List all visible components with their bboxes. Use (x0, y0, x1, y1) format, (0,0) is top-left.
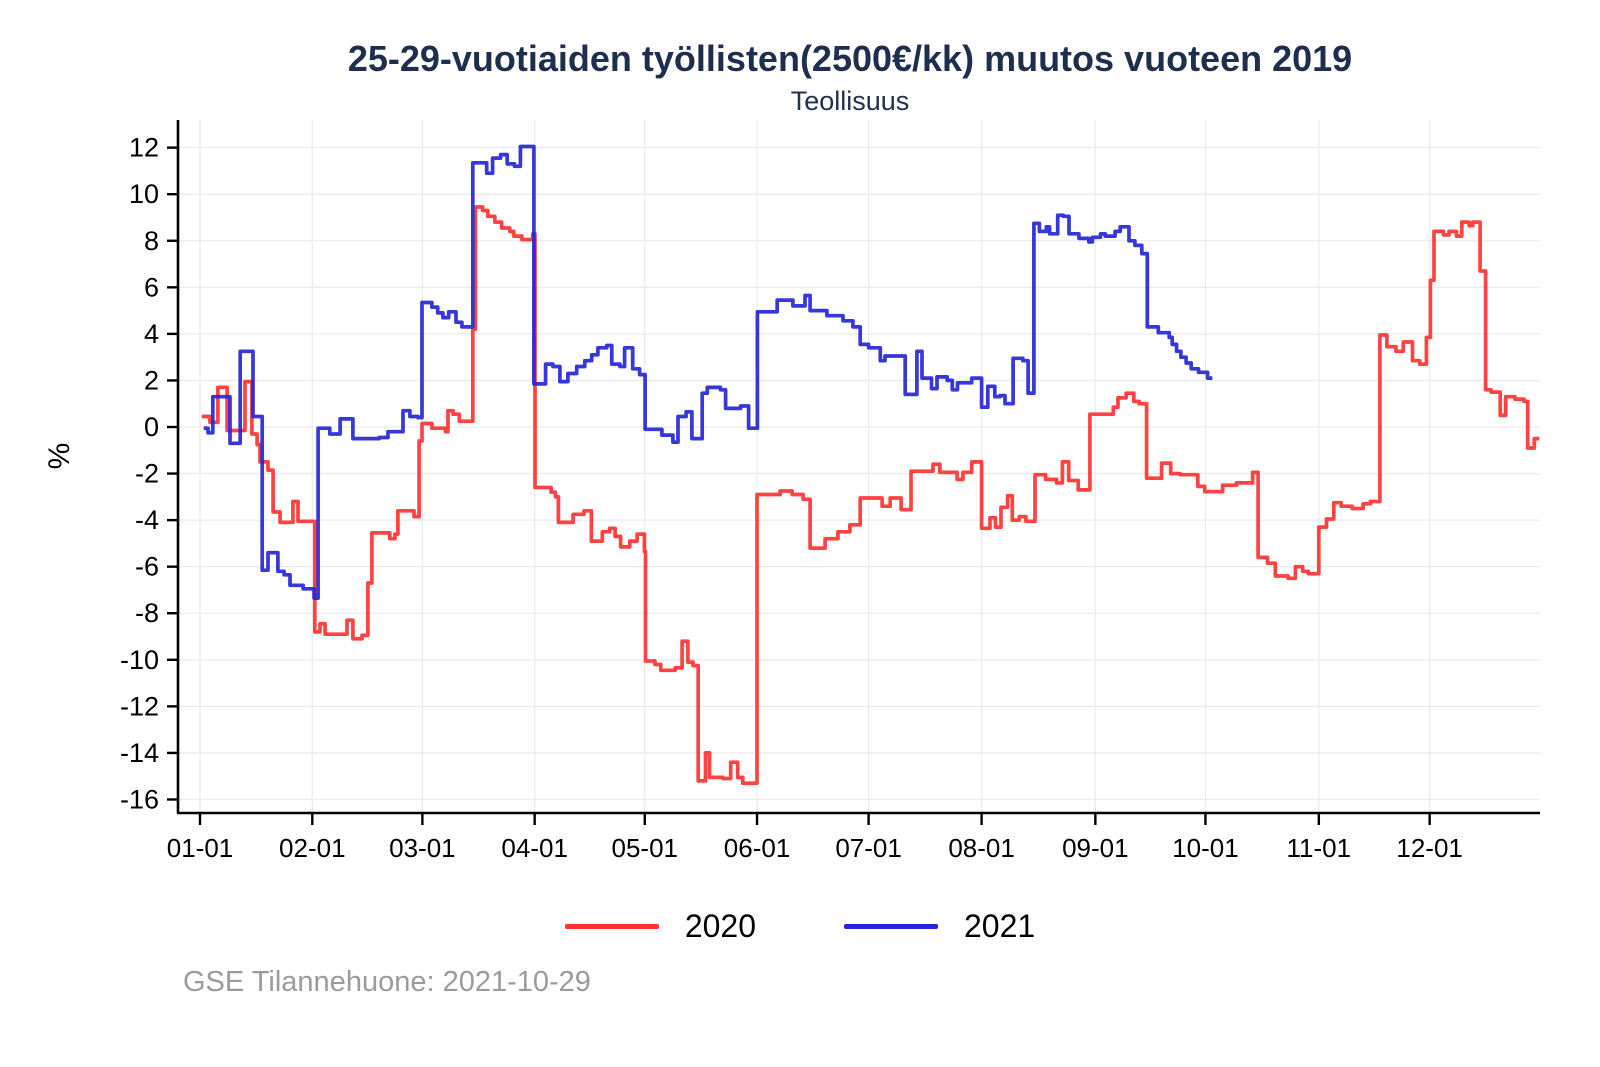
svg-text:-6: -6 (135, 552, 159, 582)
legend-label-2021: 2021 (964, 907, 1036, 944)
svg-text:-8: -8 (135, 598, 159, 628)
svg-text:10: 10 (129, 179, 159, 209)
svg-text:03-01: 03-01 (389, 833, 456, 863)
legend-line-2021-icon (844, 923, 938, 929)
svg-text:08-01: 08-01 (948, 833, 1015, 863)
legend-item-2020: 2020 (564, 907, 756, 945)
svg-text:2: 2 (144, 365, 159, 395)
legend-label-2020: 2020 (684, 907, 756, 944)
legend-item-2021: 2021 (844, 908, 1035, 945)
legend: 2020 2021 (0, 898, 1600, 954)
svg-text:09-01: 09-01 (1062, 833, 1129, 863)
series-2021-line (203, 144, 1213, 600)
series-2020-line (201, 205, 1540, 786)
svg-text:4: 4 (144, 319, 159, 349)
svg-text:07-01: 07-01 (835, 833, 902, 863)
axes (176, 120, 1540, 815)
svg-text:01-01: 01-01 (167, 833, 234, 863)
svg-text:06-01: 06-01 (724, 833, 791, 863)
svg-text:02-01: 02-01 (279, 833, 346, 863)
svg-text:-2: -2 (135, 459, 159, 489)
svg-text:-16: -16 (120, 784, 159, 814)
y-tick-labels: 12 10 8 6 4 2 0 -2 -4 -6 -8 -10 -12 -14 -16 (120, 133, 178, 814)
chart-subtitle: Teollisuus (790, 86, 910, 116)
svg-text:-4: -4 (135, 505, 159, 535)
svg-text:-12: -12 (120, 691, 159, 721)
y-axis-title: % (43, 442, 76, 470)
svg-text:8: 8 (144, 226, 159, 256)
x-tick-labels: 01-01 02-01 03-01 04-01 05-01 06-01 07-01 08-01… (167, 813, 1463, 863)
svg-text:11-01: 11-01 (1287, 833, 1352, 863)
svg-text:-14: -14 (120, 738, 159, 768)
legend-line-2020-icon (564, 923, 659, 929)
svg-text:6: 6 (144, 272, 159, 302)
svg-text:12-01: 12-01 (1396, 833, 1463, 863)
svg-text:05-01: 05-01 (612, 833, 679, 863)
chart-title: 25-29-vuotiaiden työllisten(2500€/kk) mu… (347, 38, 1353, 79)
source-caption: GSE Tilannehuone: 2021-10-29 (183, 966, 591, 998)
gridlines (178, 120, 1540, 813)
svg-text:12: 12 (129, 133, 159, 163)
svg-text:-10: -10 (120, 645, 159, 675)
svg-text:04-01: 04-01 (501, 833, 568, 863)
svg-text:0: 0 (144, 412, 159, 442)
svg-text:10-01: 10-01 (1172, 833, 1239, 863)
